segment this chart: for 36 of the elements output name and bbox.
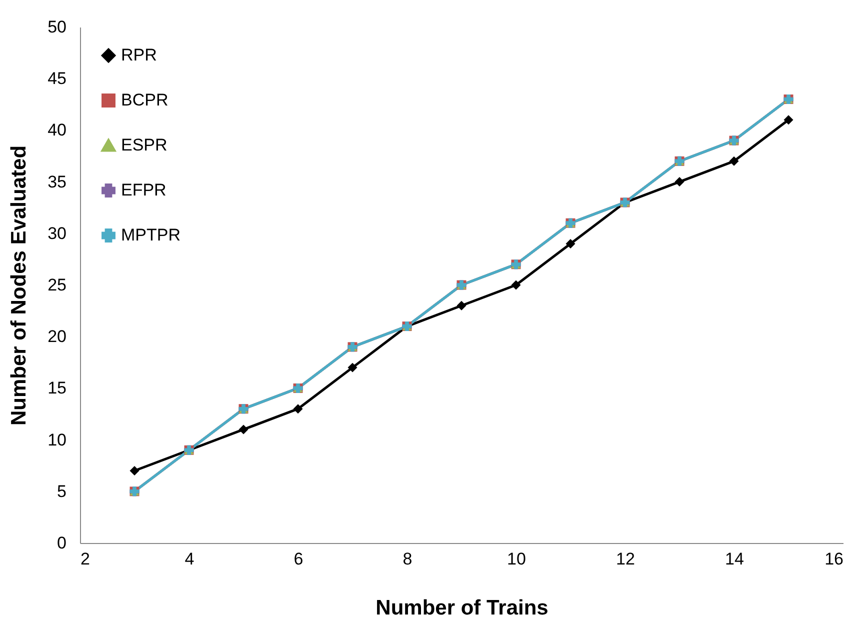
point	[348, 362, 358, 372]
x-tick-label: 10	[507, 550, 526, 568]
y-tick-label: 45	[48, 69, 66, 88]
legend-label: RPR	[121, 46, 157, 64]
point	[293, 404, 303, 414]
x-tick-label: 6	[294, 550, 304, 568]
legend-label: ESPR	[121, 136, 168, 154]
point	[238, 424, 248, 434]
point	[456, 300, 466, 310]
x-tick-label: 16	[824, 550, 844, 568]
point	[511, 280, 521, 290]
x-tick-label: 2	[80, 550, 90, 568]
y-tick-label: 20	[48, 327, 66, 346]
point	[130, 466, 140, 476]
y-tick-label: 25	[48, 276, 66, 294]
point	[729, 156, 739, 166]
x-tick-label: 12	[616, 550, 635, 568]
y-tick-label: 35	[48, 172, 66, 192]
x-axis-title: Number of Trains	[376, 596, 548, 620]
legend-label: EFPR	[121, 180, 166, 200]
legend-label: BCPR	[121, 90, 168, 110]
y-tick-label: 15	[48, 378, 66, 398]
legend-label: MPTPR	[121, 226, 180, 244]
y-tick-label: 5	[57, 482, 66, 501]
y-tick-label: 30	[48, 224, 66, 243]
y-tick-label: 10	[48, 430, 66, 450]
y-axis-title: Number of Nodes Evaluated	[8, 145, 31, 426]
point	[674, 177, 684, 187]
y-tick-label: 0	[57, 534, 66, 552]
x-tick-label: 4	[184, 550, 194, 568]
x-tick-label: 8	[402, 550, 412, 568]
x-tick-label: 14	[725, 550, 744, 568]
y-tick-label: 50	[48, 18, 66, 36]
point	[566, 238, 576, 248]
point	[784, 115, 794, 125]
y-tick-label: 40	[48, 120, 66, 140]
